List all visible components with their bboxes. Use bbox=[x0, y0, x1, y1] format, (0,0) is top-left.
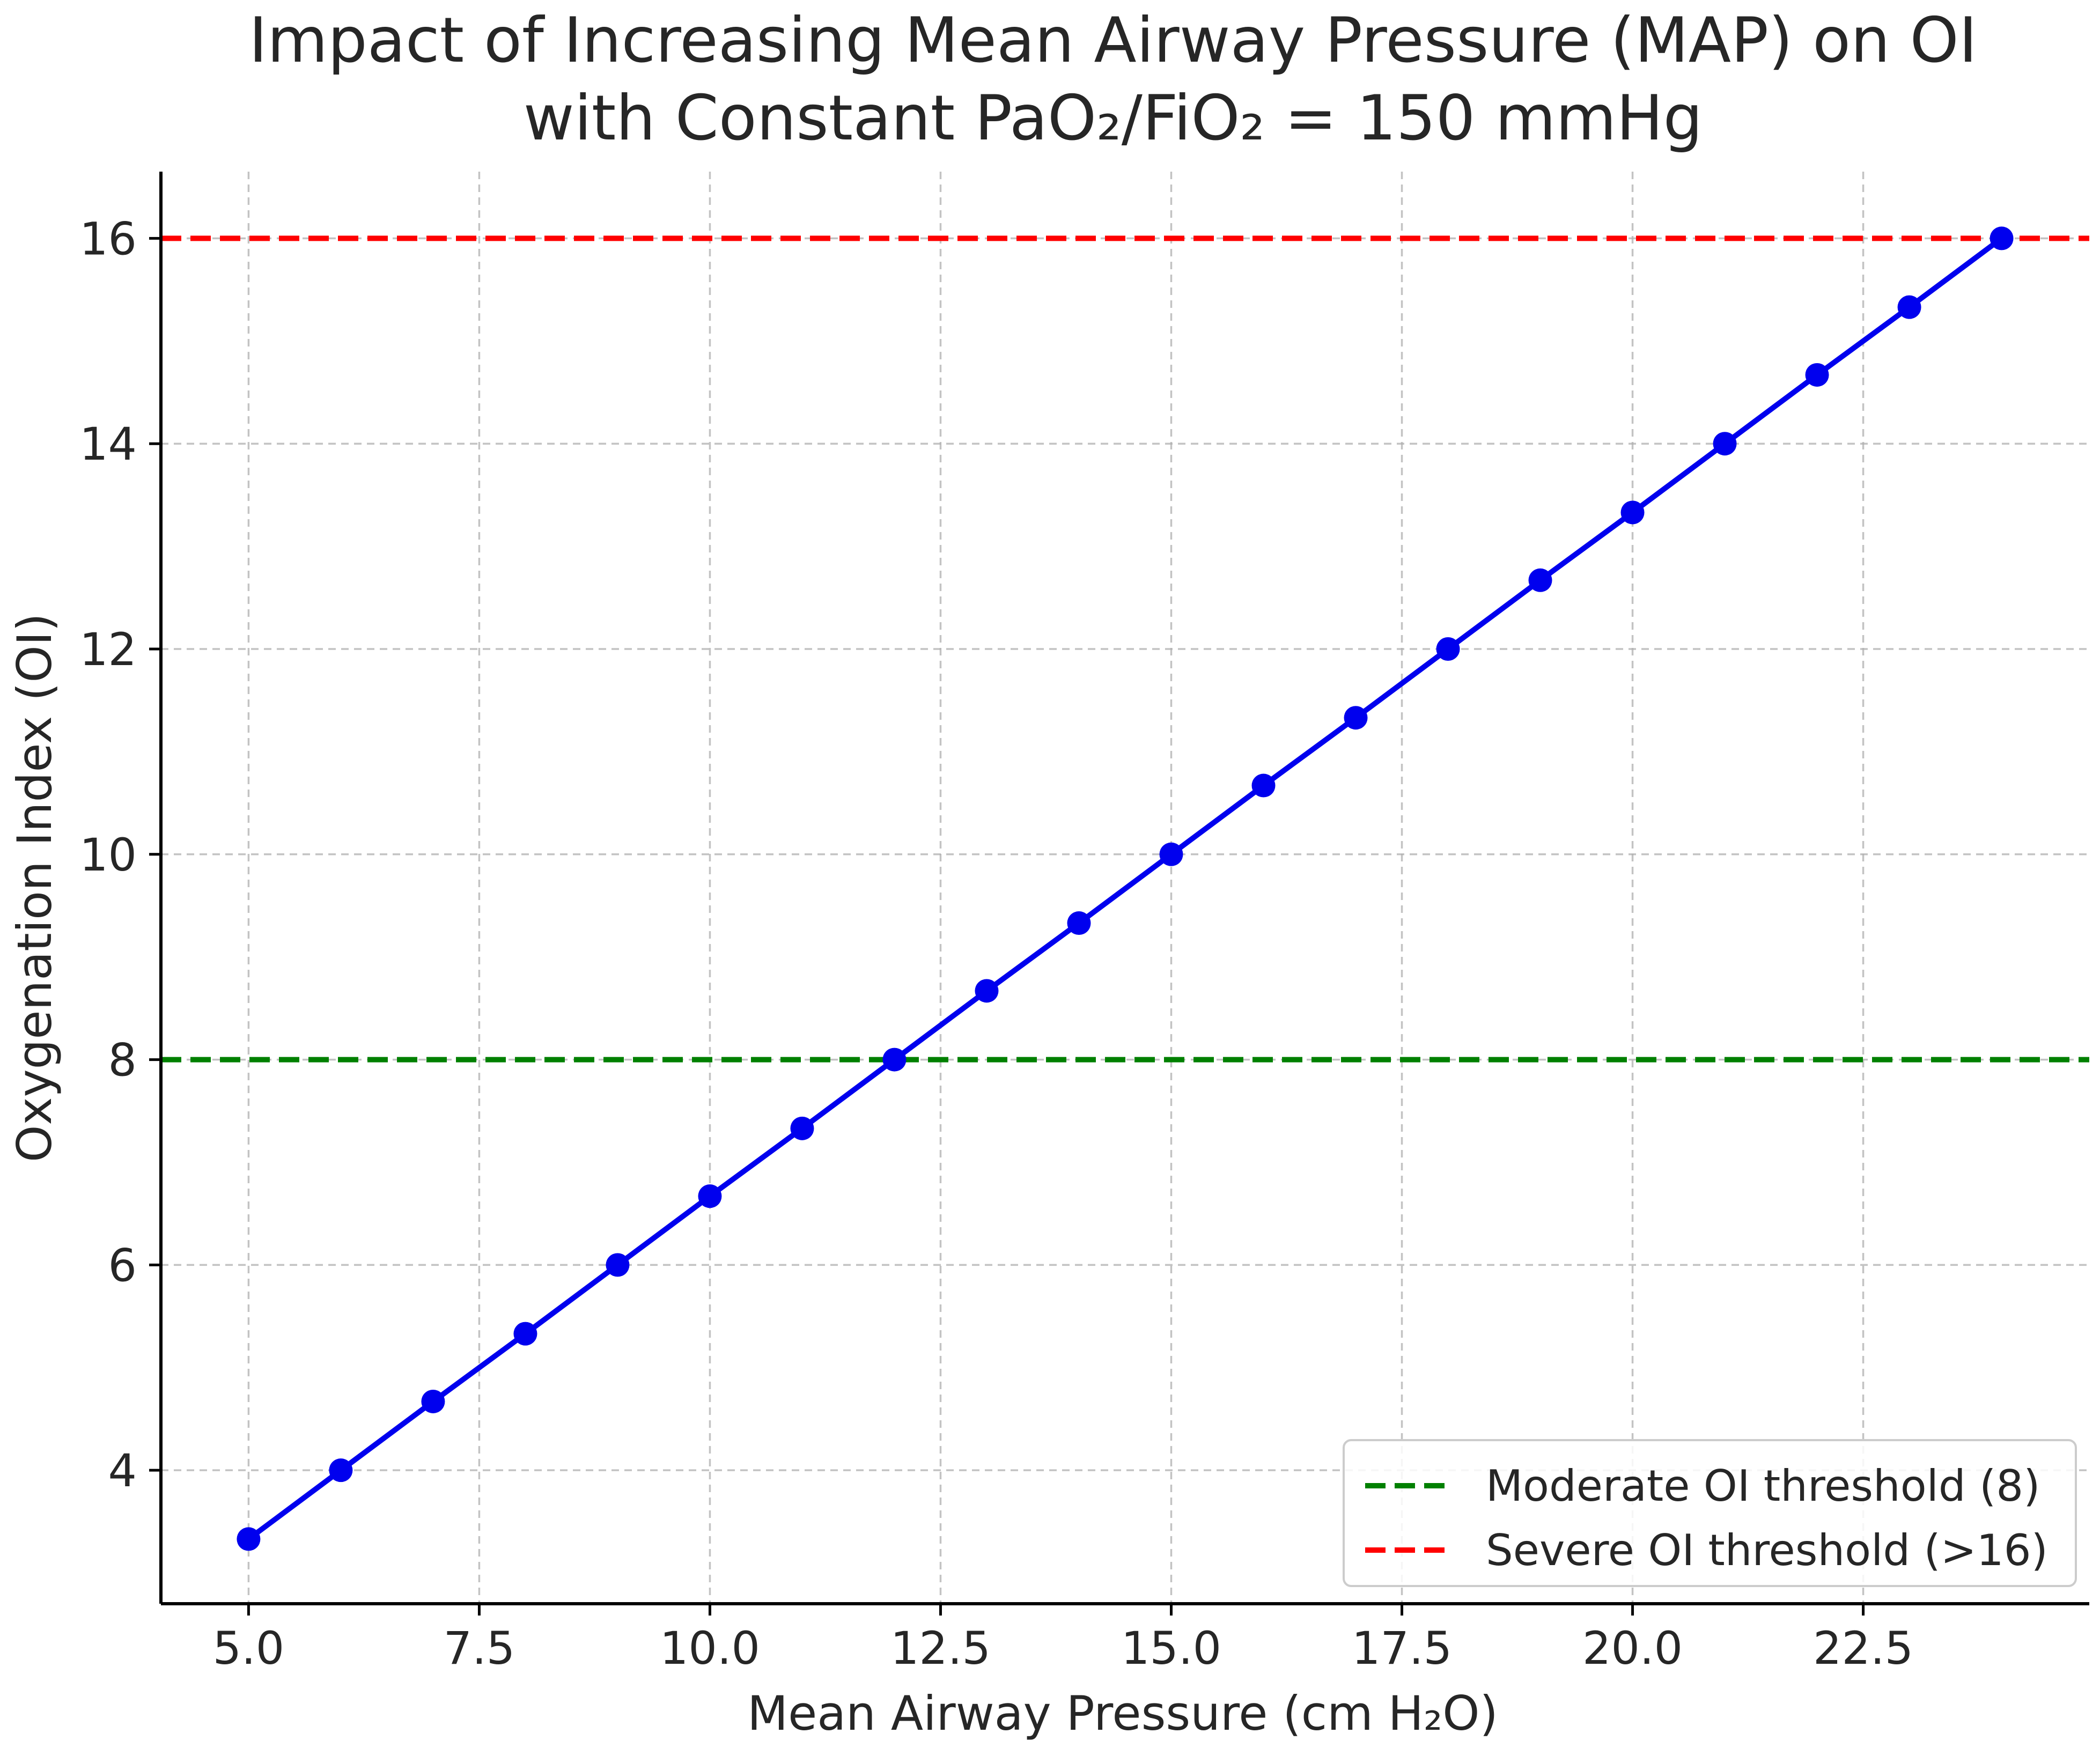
data-point bbox=[1436, 637, 1460, 661]
data-point bbox=[1713, 432, 1737, 456]
data-point bbox=[513, 1322, 537, 1346]
axis-ticks: 5.0 7.5 10.0 12.5 15.0 17.5 20.0 22.5 4 6 8 10 12 14 1… bbox=[79, 212, 1913, 1675]
y-tick-label: 14 bbox=[79, 418, 137, 470]
chart-title-line-1: Impact of Increasing Mean Airway Pressur… bbox=[249, 4, 1977, 77]
y-tick-label: 8 bbox=[108, 1034, 137, 1087]
y-tick-label: 12 bbox=[79, 623, 137, 676]
data-point bbox=[1067, 911, 1091, 935]
data-point bbox=[1990, 226, 2014, 250]
data-point bbox=[1251, 773, 1276, 798]
data-point bbox=[1159, 842, 1183, 866]
y-tick-label: 10 bbox=[79, 829, 137, 881]
data-point bbox=[1344, 706, 1368, 730]
chart-title-group: Impact of Increasing Mean Airway Pressur… bbox=[249, 4, 1977, 154]
data-series bbox=[237, 226, 2014, 1551]
data-point bbox=[975, 979, 999, 1003]
data-point bbox=[698, 1184, 722, 1208]
legend-frame bbox=[1343, 1439, 2077, 1587]
x-tick-label: 15.0 bbox=[1121, 1622, 1221, 1675]
data-point bbox=[329, 1458, 353, 1483]
data-point bbox=[1805, 363, 1829, 387]
axes bbox=[159, 172, 2089, 1605]
y-tick-label: 4 bbox=[108, 1444, 137, 1497]
threshold-lines bbox=[161, 235, 2089, 1063]
data-point bbox=[1528, 568, 1552, 592]
data-point bbox=[606, 1253, 630, 1277]
y-tick-label: 6 bbox=[108, 1239, 137, 1292]
x-tick-label: 20.0 bbox=[1582, 1622, 1683, 1675]
data-point bbox=[1620, 500, 1645, 525]
grid-lines bbox=[161, 172, 2089, 1604]
data-point bbox=[1897, 295, 1921, 319]
data-point bbox=[882, 1048, 907, 1072]
y-tick-label: 16 bbox=[79, 212, 137, 265]
legend-entry-label: Moderate OI threshold (8) bbox=[1486, 1461, 2040, 1511]
x-tick-label: 10.0 bbox=[660, 1622, 760, 1675]
data-point bbox=[421, 1389, 445, 1413]
x-tick-label: 17.5 bbox=[1352, 1622, 1452, 1675]
data-point bbox=[790, 1116, 814, 1140]
x-tick-label: 12.5 bbox=[890, 1622, 991, 1675]
x-tick-label: 22.5 bbox=[1813, 1622, 1913, 1675]
y-axis-label: Oxygenation Index (OI) bbox=[7, 613, 62, 1162]
data-point bbox=[237, 1527, 261, 1551]
legend: Moderate OI threshold (8) Severe OI thres… bbox=[1343, 1439, 2077, 1587]
series-line bbox=[246, 235, 2005, 1542]
x-tick-label: 5.0 bbox=[213, 1622, 285, 1675]
x-axis-label: Mean Airway Pressure (cm H₂O) bbox=[747, 1686, 1498, 1741]
x-tick-label: 7.5 bbox=[444, 1622, 515, 1675]
legend-entry-label: Severe OI threshold (>16) bbox=[1486, 1525, 2048, 1575]
chart-title-line-2: with Constant PaO₂/FiO₂ = 150 mmHg bbox=[524, 82, 1703, 154]
